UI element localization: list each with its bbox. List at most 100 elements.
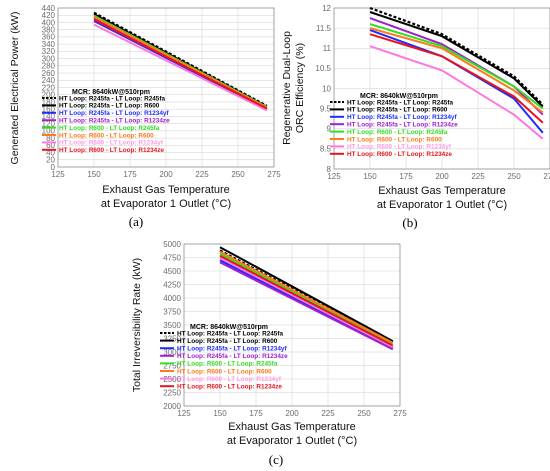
legend-entry-label: HT Loop: R600 - LT Loop: R1234ze [59, 147, 164, 154]
legend-entry-label: HT Loop: R600 - LT Loop: R1234yf [347, 144, 452, 151]
y-tick-label: 380 [42, 25, 56, 34]
series-line [93, 15, 268, 109]
y-axis-label: Generated Electrical Power (kW) [9, 12, 21, 165]
y-tick-label: 40 [46, 148, 55, 157]
x-tick-label: 200 [159, 170, 173, 179]
x-axis-label-line2: at Evaporator 1 Outlet (°C) [377, 199, 507, 211]
panel-b: 8 8.5 9 9.5 10 10.5 11 11.5 12 125 150 175 200 225 250… [281, 4, 550, 230]
y-tick-label: 240 [42, 76, 56, 85]
y-tick-label: 60 [46, 141, 55, 150]
panel-label: (c) [269, 452, 283, 467]
x-tick-label: 125 [327, 172, 341, 181]
x-tick-label: 250 [357, 409, 371, 418]
legend-entry-label: HT Loop: R245fa - LT Loop: R600 [347, 107, 448, 114]
legend-entry-label: HT Loop: R600 - LT Loop: R600 [59, 132, 154, 139]
x-tick-label: 225 [195, 170, 209, 179]
panel-c: 2000225025002750300032503500375040004250… [131, 240, 407, 467]
series-line [219, 259, 394, 350]
x-axis-label-line2: at Evaporator 1 Outlet (°C) [101, 198, 231, 210]
y-tick-label: 10.5 [315, 64, 331, 73]
y-tick-label: 3250 [163, 334, 181, 343]
y-tick-label: 360 [42, 33, 56, 42]
x-tick-label: 125 [177, 409, 191, 418]
series-line [93, 18, 268, 110]
y-tick-label: 440 [42, 4, 56, 13]
legend-entry-label: HT Loop: R245fa - LT Loop: R1234ze [177, 353, 288, 360]
legend-entry-label: HT Loop: R600 - LT Loop: R245fa [347, 129, 448, 136]
panel-label: (b) [402, 215, 417, 230]
y-tick-label: 320 [42, 47, 56, 56]
y-tick-label: 4500 [163, 267, 181, 276]
legend-entry-label: HT Loop: R245fa - LT Loop: R1234ze [59, 118, 170, 125]
y-tick-label: 220 [42, 83, 56, 92]
x-tick-label: 150 [213, 409, 227, 418]
x-axis-label-line1: Exhaust Gas Temperature [378, 185, 506, 197]
y-tick-label: 300 [42, 54, 56, 63]
plot-frame [183, 243, 401, 407]
y-tick-label: 8.5 [320, 145, 332, 154]
legend-entry-label: HT Loop: R600 - LT Loop: R600 [177, 368, 272, 375]
series-line [219, 255, 394, 347]
series-line [369, 27, 544, 114]
legend-entry-label: HT Loop: R600 - LT Loop: R600 [347, 136, 442, 143]
y-tick-label: 3750 [163, 307, 181, 316]
legend-entry-label: HT Loop: R600 - LT Loop: R1234yf [59, 140, 164, 147]
y-tick-label: 3500 [163, 321, 181, 330]
y-tick-label: 12 [322, 4, 331, 13]
legend-entry-label: HT Loop: R245fa - LT Loop: R245fa [59, 95, 165, 102]
x-tick-label: 200 [285, 409, 299, 418]
y-tick-label: 3000 [163, 348, 181, 357]
y-axis-label-line2: ORC Efficiency (%) [294, 43, 306, 133]
legend-entry-label: HT Loop: R600 - LT Loop: R1234yf [177, 376, 282, 383]
y-tick-label: 2250 [163, 388, 181, 397]
legend: MCR: 8640kW@510rpm HT Loop: R245fa - LT L… [160, 324, 288, 391]
legend-entry-label: HT Loop: R245fa - LT Loop: R1234yf [347, 114, 457, 121]
y-tick-label: 120 [42, 119, 56, 128]
plot-frame [333, 7, 550, 170]
panel-a: 0204060801001201401601802002202402602803… [9, 4, 281, 229]
x-tick-label: 175 [399, 172, 413, 181]
legend-entry-label: HT Loop: R600 - LT Loop: R245fa [59, 125, 160, 132]
panel-label: (a) [129, 214, 143, 229]
mcr-annotation: MCR: 8640kW@510rpm [190, 324, 268, 331]
x-tick-label: 175 [249, 409, 263, 418]
x-tick-label: 250 [507, 172, 521, 181]
y-tick-label: 4250 [163, 280, 181, 289]
y-tick-label: 340 [42, 40, 56, 49]
y-tick-label: 20 [46, 156, 55, 165]
x-tick-label: 200 [435, 172, 449, 181]
series-line [369, 33, 544, 124]
legend-entry-label: HT Loop: R245fa - LT Loop: R600 [177, 338, 278, 345]
series-line [369, 45, 544, 140]
y-tick-label: 5000 [163, 240, 181, 249]
y-tick-label: 200 [42, 91, 56, 100]
series-line [93, 11, 268, 107]
y-tick-label: 8 [327, 165, 332, 174]
y-tick-label: 160 [42, 105, 56, 114]
series-line [219, 246, 394, 343]
series-line [219, 261, 394, 351]
x-tick-label: 225 [471, 172, 485, 181]
legend-entry-label: HT Loop: R245fa - LT Loop: R600 [59, 103, 160, 110]
y-tick-label: 260 [42, 69, 56, 78]
series-line [369, 6, 544, 106]
series-line [219, 257, 394, 348]
x-axis-label-line1: Exhaust Gas Temperature [102, 184, 230, 196]
x-axis-label-line1: Exhaust Gas Temperature [228, 421, 356, 433]
mcr-annotation: MCR: 8640kW@510rpm [360, 93, 438, 100]
y-tick-label: 280 [42, 62, 56, 71]
y-tick-label: 400 [42, 18, 56, 27]
x-tick-label: 250 [231, 170, 245, 179]
legend-entry-label: HT Loop: R600 - LT Loop: R1234ze [177, 384, 282, 391]
y-tick-label: 80 [46, 134, 55, 143]
y-tick-label: 2750 [163, 361, 181, 370]
legend-entry-label: HT Loop: R245fa - LT Loop: R245fa [347, 99, 453, 106]
y-tick-label: 4750 [163, 253, 181, 262]
x-axis-label-line2: at Evaporator 1 Outlet (°C) [227, 435, 357, 447]
series-line [219, 250, 394, 344]
y-tick-label: 4000 [163, 294, 181, 303]
y-tick-label: 9.5 [320, 104, 332, 113]
legend-entry-label: HT Loop: R245fa - LT Loop: R1234yf [177, 346, 287, 353]
x-tick-label: 125 [51, 170, 65, 179]
